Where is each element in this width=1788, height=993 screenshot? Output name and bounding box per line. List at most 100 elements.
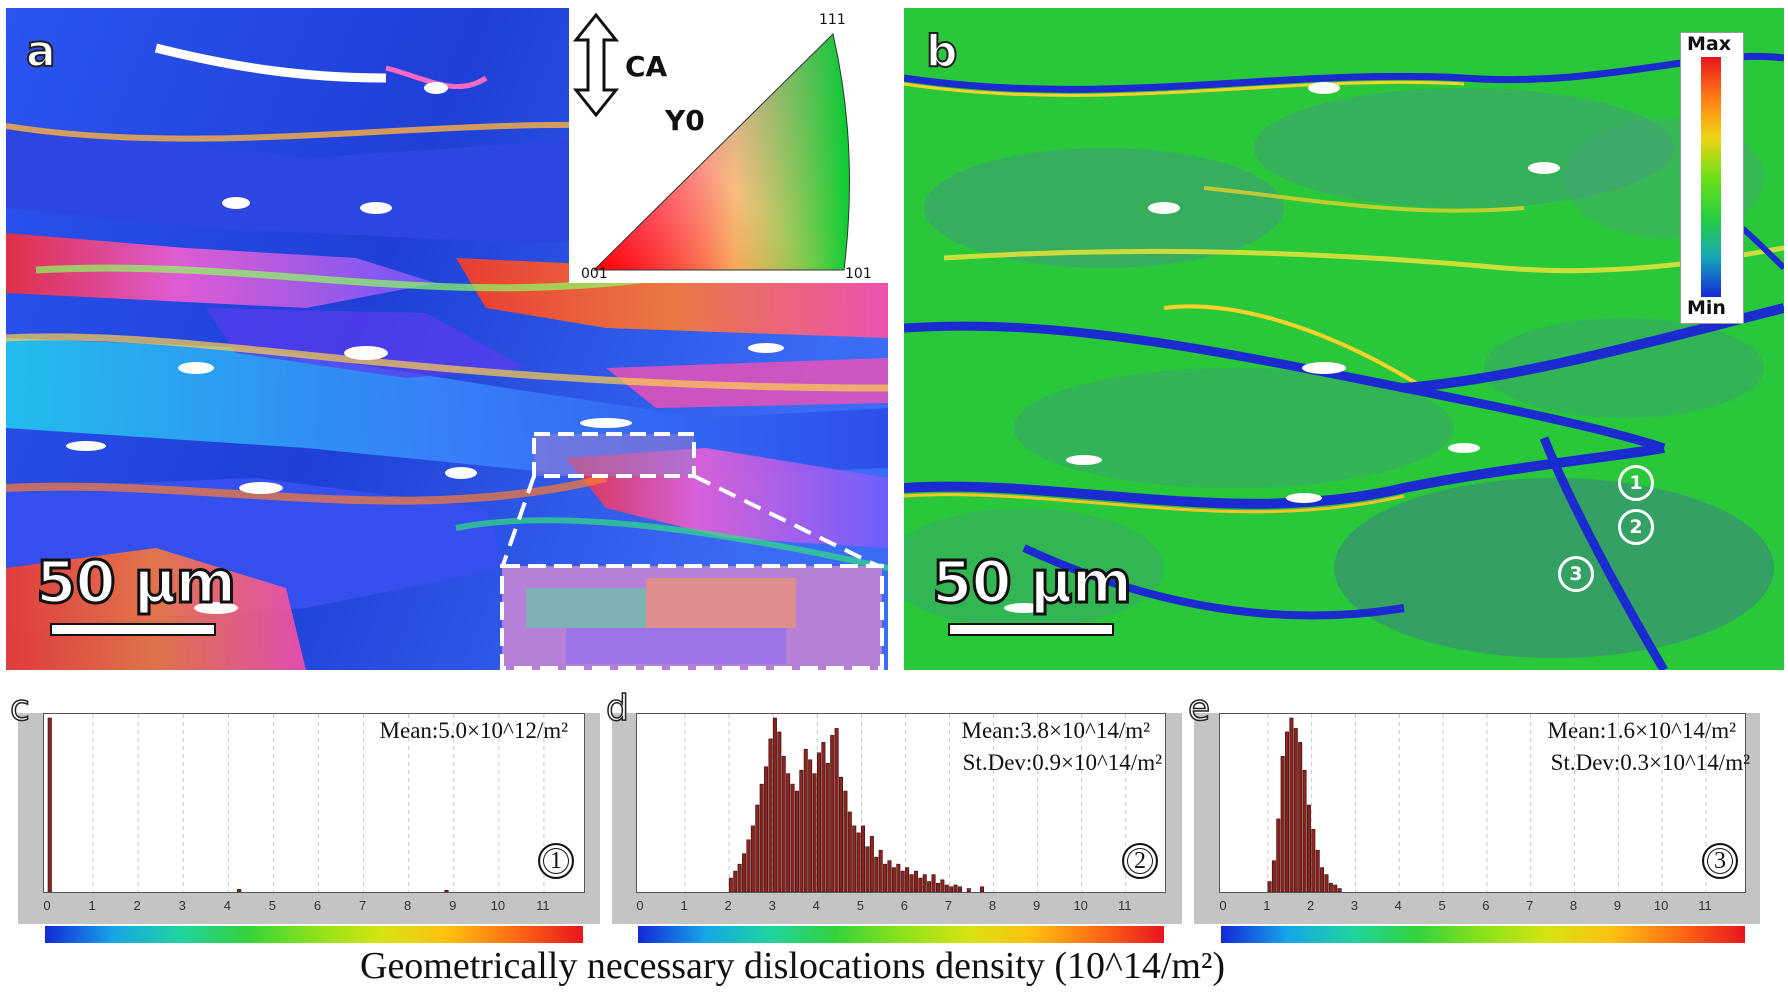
tick-label: 3: [1351, 898, 1358, 913]
histogram-d-stdev: St.Dev:0.9×10^14/m²: [962, 750, 1162, 775]
tick-label: 1: [1263, 898, 1270, 913]
x-axis-caption: Geometrically necessary dislocations den…: [360, 945, 1226, 987]
tick-label: 9: [1033, 898, 1040, 913]
histogram-bar: [944, 884, 949, 893]
histogram-d-mean: Mean:3.8×10^14/m²: [961, 718, 1150, 743]
histogram-bar: [790, 783, 795, 893]
histogram-bar: [1271, 860, 1276, 893]
histogram-bar: [812, 773, 817, 893]
histogram-bar: [953, 884, 958, 893]
histogram-bar: [852, 825, 857, 893]
tick-label: 10: [1073, 898, 1087, 913]
histogram-bar: [1306, 804, 1311, 893]
tick-label: 7: [359, 898, 366, 913]
histogram-bar: [966, 888, 971, 893]
histogram-bar: [777, 731, 782, 893]
tick-label: 4: [813, 898, 820, 913]
tick-label: 11: [536, 898, 550, 913]
tick-label: 10: [1654, 898, 1668, 913]
histogram-bar: [856, 832, 861, 893]
histogram-bar: [887, 860, 892, 893]
histogram-bar: [794, 790, 799, 893]
histogram-bar: [1337, 888, 1342, 893]
histogram-bar: [1280, 755, 1285, 893]
histogram-bar: [891, 867, 896, 893]
tick-label: 10: [491, 898, 505, 913]
legend-min-label: Min: [1687, 297, 1726, 319]
tick-label: 9: [1614, 898, 1621, 913]
histogram-bar: [913, 870, 918, 893]
histogram-bar: [909, 874, 914, 893]
histogram-bar: [869, 836, 874, 893]
ipf-color-key: CA Y0 111 001 101: [569, 8, 888, 283]
tick-label: 2: [1307, 898, 1314, 913]
histogram-bar: [803, 749, 808, 893]
tick-label: 0: [43, 898, 50, 913]
legend-gradient: [1701, 57, 1721, 297]
histogram-bar: [737, 863, 742, 893]
histogram-bar: [949, 886, 954, 893]
tick-label: 5: [857, 898, 864, 913]
region-marker-1: 1: [1618, 465, 1654, 501]
tick-label: 4: [1395, 898, 1402, 913]
tick-label: 6: [314, 898, 321, 913]
scalebar-b: [948, 623, 1114, 636]
panel-a-label: a: [25, 25, 57, 78]
histogram-d-bars: [684, 714, 1127, 893]
histogram-c-mean: Mean:5.0×10^12/m²: [379, 718, 568, 743]
histogram-bar: [821, 742, 826, 893]
histogram-bar: [922, 874, 927, 893]
tick-label: 4: [224, 898, 231, 913]
histogram-bar: [900, 870, 905, 893]
histogram-bar: [237, 889, 242, 893]
region-marker-3: 3: [1558, 556, 1594, 592]
tick-label: 3: [769, 898, 776, 913]
histogram-bar: [733, 870, 738, 893]
histogram-bar: [755, 804, 760, 893]
histogram-bar: [1293, 728, 1298, 893]
histogram-bar: [1333, 884, 1338, 893]
histogram-e-colorbar: [1221, 926, 1745, 943]
histogram-bar: [1276, 818, 1281, 893]
tick-label: 0: [1219, 898, 1226, 913]
histogram-bar: [843, 790, 848, 893]
histogram-bar: [905, 867, 910, 893]
histogram-bar: [847, 811, 852, 893]
histogram-d-plot: [636, 713, 1166, 893]
tick-label: 5: [1438, 898, 1445, 913]
tick-label: 8: [989, 898, 996, 913]
histogram-bar: [759, 783, 764, 893]
histogram-bar: [750, 825, 755, 893]
histogram-bar: [825, 762, 830, 893]
histogram-bar: [896, 863, 901, 893]
histogram-bar: [728, 877, 733, 893]
ipf-corner-001: 001: [581, 266, 608, 282]
double-arrow-icon: [573, 12, 619, 118]
histogram-bar: [444, 889, 449, 893]
panel-d-label: d: [605, 687, 629, 730]
histogram-bar: [808, 759, 813, 893]
region-marker-2: 2: [1618, 509, 1654, 545]
histogram-bar: [1311, 829, 1316, 893]
histogram-c-bars: [47, 714, 545, 893]
histogram-bar: [1285, 731, 1290, 893]
histogram-bar: [764, 766, 769, 893]
histogram-bar: [746, 839, 751, 893]
tick-label: 3: [179, 898, 186, 913]
panel-e-label: e: [1187, 687, 1211, 730]
tick-label: 9: [449, 898, 456, 913]
scalebar-a: [50, 623, 216, 636]
scalebar-label-b: 50 μm: [930, 547, 1133, 618]
tick-label: 11: [1118, 898, 1132, 913]
histogram-bar: [1302, 769, 1307, 893]
tick-label: 8: [1570, 898, 1577, 913]
scalebar-label-a: 50 μm: [34, 547, 237, 618]
histogram-bar: [1320, 867, 1325, 893]
histogram-bar: [1289, 717, 1294, 893]
ipf-axis-label: Y0: [665, 104, 705, 137]
ipf-corner-101: 101: [845, 266, 872, 282]
ipf-direction-label: CA: [625, 50, 668, 83]
histogram-bar: [957, 886, 962, 893]
histogram-d-ticks: 0 1 2 3 4 5 6 7 8 9 10 11: [636, 898, 1132, 913]
histogram-d-marker: 2: [1122, 843, 1158, 879]
